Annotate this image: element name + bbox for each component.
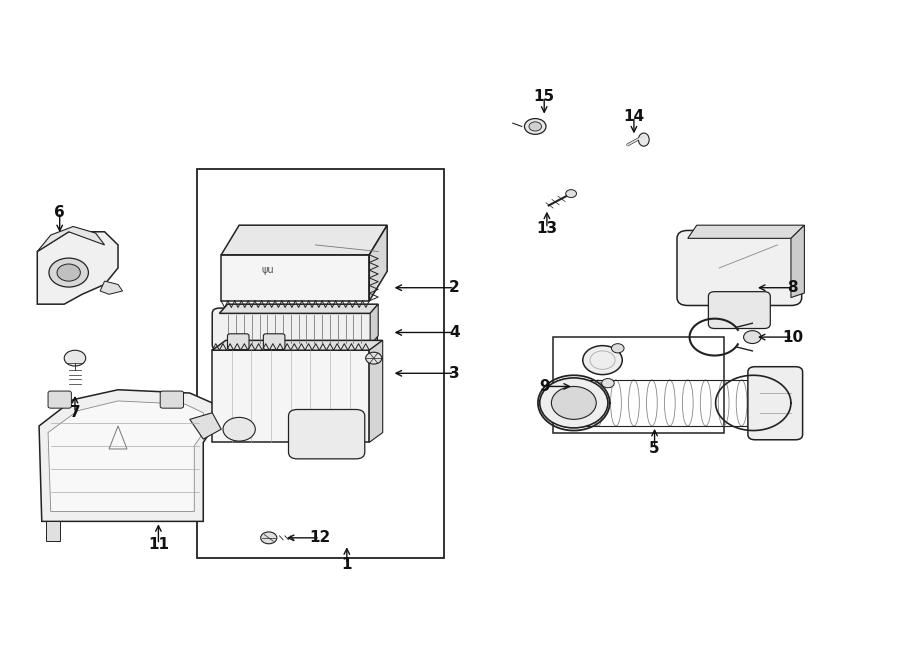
Polygon shape xyxy=(212,340,382,350)
Polygon shape xyxy=(100,281,122,294)
FancyBboxPatch shape xyxy=(708,292,770,329)
Text: 2: 2 xyxy=(449,280,460,295)
Circle shape xyxy=(743,330,761,344)
Text: 6: 6 xyxy=(54,204,65,219)
Text: 13: 13 xyxy=(536,221,557,236)
Polygon shape xyxy=(46,522,59,541)
Polygon shape xyxy=(37,227,104,252)
Text: 1: 1 xyxy=(342,557,352,572)
Bar xyxy=(554,337,724,432)
Circle shape xyxy=(365,352,382,364)
Polygon shape xyxy=(221,225,387,254)
Text: 9: 9 xyxy=(539,379,550,394)
Circle shape xyxy=(223,417,256,441)
Polygon shape xyxy=(39,390,217,522)
FancyBboxPatch shape xyxy=(228,334,249,350)
Circle shape xyxy=(566,190,577,198)
Polygon shape xyxy=(212,350,369,442)
Text: 10: 10 xyxy=(782,330,804,344)
FancyBboxPatch shape xyxy=(160,391,184,408)
Polygon shape xyxy=(37,232,118,304)
Text: 8: 8 xyxy=(788,280,798,295)
Polygon shape xyxy=(369,225,387,301)
Circle shape xyxy=(529,122,542,131)
Circle shape xyxy=(525,118,546,134)
FancyBboxPatch shape xyxy=(748,367,803,440)
Text: 4: 4 xyxy=(449,325,460,340)
Polygon shape xyxy=(688,225,805,239)
Circle shape xyxy=(540,378,608,428)
Polygon shape xyxy=(221,254,369,301)
Circle shape xyxy=(552,387,596,419)
Polygon shape xyxy=(48,401,206,512)
Circle shape xyxy=(583,346,622,375)
Polygon shape xyxy=(791,225,805,297)
Bar xyxy=(197,169,444,558)
FancyBboxPatch shape xyxy=(264,334,285,350)
Text: 14: 14 xyxy=(624,109,644,124)
FancyBboxPatch shape xyxy=(212,308,377,350)
Text: 15: 15 xyxy=(534,89,554,104)
Text: 12: 12 xyxy=(310,530,330,545)
Polygon shape xyxy=(190,412,221,439)
FancyBboxPatch shape xyxy=(48,391,71,408)
Text: 11: 11 xyxy=(148,537,169,552)
Text: 7: 7 xyxy=(69,405,80,420)
Text: 5: 5 xyxy=(649,442,660,457)
Polygon shape xyxy=(369,340,382,442)
Text: ψu: ψu xyxy=(262,264,274,274)
FancyBboxPatch shape xyxy=(677,231,802,305)
Polygon shape xyxy=(370,304,378,345)
Circle shape xyxy=(261,532,277,544)
Ellipse shape xyxy=(638,133,649,146)
Circle shape xyxy=(64,350,86,366)
Text: 3: 3 xyxy=(449,366,460,381)
Circle shape xyxy=(611,344,624,353)
Circle shape xyxy=(601,379,614,388)
Circle shape xyxy=(49,258,88,287)
Polygon shape xyxy=(220,304,378,313)
FancyBboxPatch shape xyxy=(289,409,365,459)
Circle shape xyxy=(57,264,80,281)
